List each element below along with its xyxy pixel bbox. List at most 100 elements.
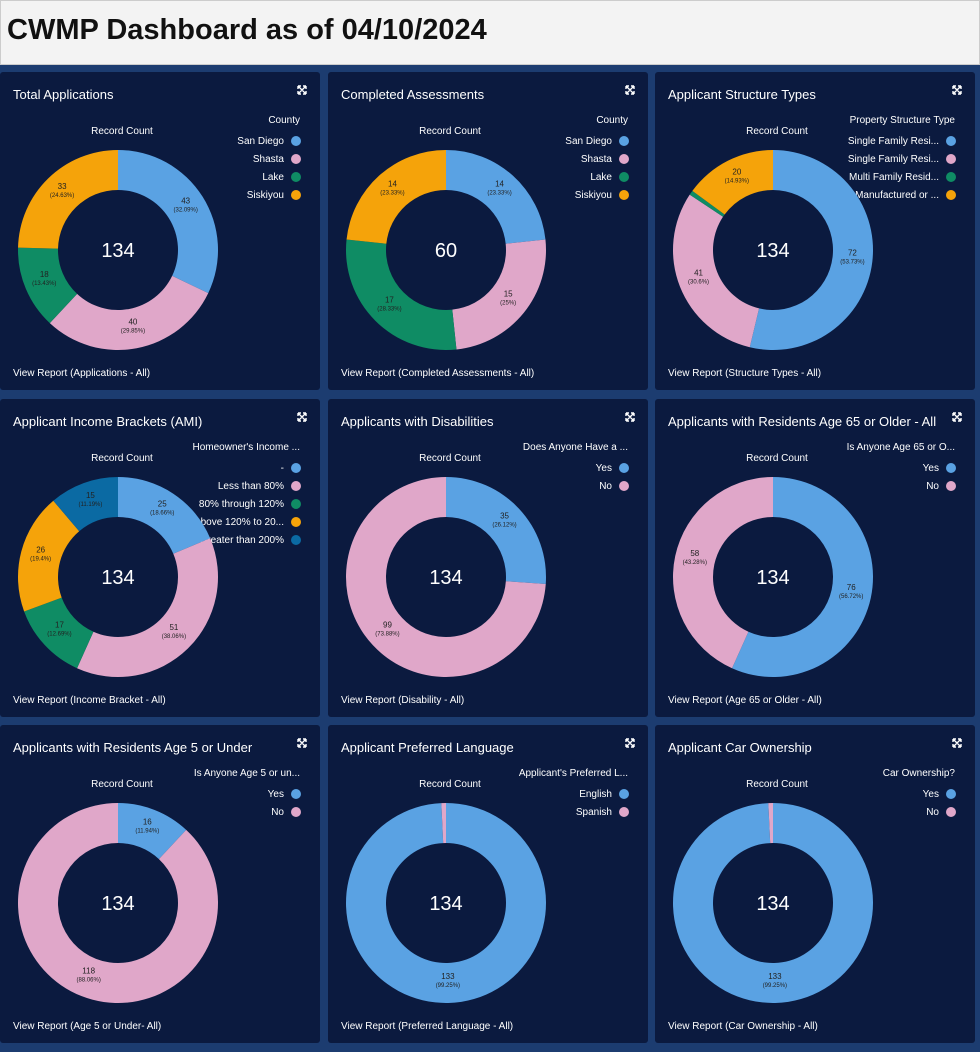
center-total: 134 xyxy=(429,567,462,589)
report-link[interactable]: View Report (Age 65 or Older - All) xyxy=(668,695,822,706)
slice-percent: (18.66%) xyxy=(150,510,174,516)
chart-panel: Completed Assessments County San Diego Shas… xyxy=(328,72,648,390)
chart-panel: Applicant Structure Types Property Struct… xyxy=(655,72,975,390)
report-link[interactable]: View Report (Applications - All) xyxy=(13,368,150,379)
expand-glyph xyxy=(625,412,635,422)
legend-title: Does Anyone Have a ... xyxy=(523,442,628,453)
donut-slice xyxy=(118,477,211,554)
legend-title: Applicant's Preferred L... xyxy=(519,768,628,779)
legend-swatch xyxy=(619,807,629,817)
donut-slice xyxy=(53,477,118,532)
legend-label: Multi Family Resid... xyxy=(849,172,939,183)
legend-swatch xyxy=(946,190,956,200)
legend-label: No xyxy=(599,481,612,492)
legend-swatch xyxy=(619,481,629,491)
header: CWMP Dashboard as of 04/10/2024 xyxy=(0,0,980,65)
report-link[interactable]: View Report (Structure Types - All) xyxy=(668,368,821,379)
report-link[interactable]: View Report (Car Ownership - All) xyxy=(668,1021,818,1032)
chart-panel: Applicant Income Brackets (AMI) Homeowner… xyxy=(0,399,320,717)
expand-icon[interactable] xyxy=(625,738,635,748)
legend-label: Siskiyou xyxy=(575,190,612,201)
expand-icon[interactable] xyxy=(297,412,307,422)
legend-swatch xyxy=(291,499,301,509)
legend-label: Above 120% to 20... xyxy=(194,517,284,528)
slice-percent: (14.93%) xyxy=(725,179,749,185)
legend-label: Spanish xyxy=(576,807,612,818)
donut-slice xyxy=(673,477,773,669)
donut-slice xyxy=(346,477,546,677)
legend-label: Yes xyxy=(268,789,284,800)
chart: Applicant Car Ownership Car Ownership? Yes… xyxy=(668,738,962,1032)
expand-glyph xyxy=(297,85,307,95)
slice-count: 118 xyxy=(82,966,95,975)
donut-slice xyxy=(689,190,725,217)
legend-label: Yes xyxy=(923,463,939,474)
panel-title: Applicant Preferred Language xyxy=(341,740,514,755)
legend-swatch xyxy=(291,481,301,491)
legend-label: Less than 80% xyxy=(218,481,284,492)
expand-glyph xyxy=(625,738,635,748)
legend-title: Property Structure Type xyxy=(850,115,956,126)
report-link[interactable]: View Report (Age 5 or Under- All) xyxy=(13,1021,161,1032)
legend-title: Homeowner's Income ... xyxy=(192,442,300,453)
legend-label: Shasta xyxy=(581,154,613,165)
legend-label: Siskiyou xyxy=(247,190,284,201)
legend-title: Car Ownership? xyxy=(883,768,956,779)
legend-title: Is Anyone Age 5 or un... xyxy=(194,768,300,779)
slice-percent: (11.94%) xyxy=(135,829,159,835)
chart-panel: Applicants with Disabilities Does Anyone … xyxy=(328,399,648,717)
slice-count: 15 xyxy=(86,491,95,500)
legend-swatch xyxy=(946,807,956,817)
slice-percent: (25%) xyxy=(500,300,516,306)
expand-icon[interactable] xyxy=(297,738,307,748)
report-link[interactable]: View Report (Disability - All) xyxy=(341,695,464,706)
legend-label: 80% through 120% xyxy=(199,499,284,510)
legend-swatch xyxy=(291,789,301,799)
donut-slice xyxy=(24,597,94,669)
slice-count: 41 xyxy=(694,268,703,277)
slice-percent: (38.06%) xyxy=(162,634,186,640)
expand-icon[interactable] xyxy=(952,738,962,748)
slice-percent: (26.12%) xyxy=(492,522,516,528)
legend-label: Manufactured or ... xyxy=(855,190,939,201)
axis-label: Record Count xyxy=(419,126,481,137)
slice-count: 15 xyxy=(504,289,513,298)
donut-slice xyxy=(49,275,209,350)
donut-slice xyxy=(732,477,873,677)
slice-count: 25 xyxy=(158,499,167,508)
legend-label: No xyxy=(926,481,939,492)
expand-icon[interactable] xyxy=(625,85,635,95)
slice-count: 18 xyxy=(40,270,49,279)
report-link[interactable]: View Report (Income Bracket - All) xyxy=(13,695,166,706)
axis-label: Record Count xyxy=(746,126,808,137)
slice-percent: (28.33%) xyxy=(377,307,401,313)
legend-swatch xyxy=(291,172,301,182)
legend-title: County xyxy=(268,115,300,126)
expand-icon[interactable] xyxy=(952,412,962,422)
expand-icon[interactable] xyxy=(625,412,635,422)
expand-icon[interactable] xyxy=(952,85,962,95)
slice-count: 133 xyxy=(768,972,782,981)
legend-label: Single Family Resi... xyxy=(848,136,939,147)
expand-icon[interactable] xyxy=(297,85,307,95)
donut-slice xyxy=(452,239,546,350)
axis-label: Record Count xyxy=(419,453,481,464)
legend-swatch xyxy=(946,463,956,473)
axis-label: Record Count xyxy=(746,779,808,790)
slice-count: 14 xyxy=(495,180,504,189)
center-total: 134 xyxy=(756,893,789,915)
chart-panel: Applicant Preferred Language Applicant's … xyxy=(328,725,648,1043)
center-total: 134 xyxy=(101,240,134,262)
panel-title: Applicants with Residents Age 5 or Under xyxy=(13,740,253,755)
donut-slice xyxy=(749,150,873,350)
donut-slice xyxy=(441,803,446,844)
donut-slice xyxy=(17,247,78,324)
report-link[interactable]: View Report (Completed Assessments - All… xyxy=(341,368,534,379)
legend-title: County xyxy=(596,115,628,126)
slice-count: 14 xyxy=(388,180,397,189)
donut-slice xyxy=(18,803,218,1003)
legend-label: English xyxy=(579,789,612,800)
legend-label: Greater than 200% xyxy=(200,535,285,546)
report-link[interactable]: View Report (Preferred Language - All) xyxy=(341,1021,513,1032)
